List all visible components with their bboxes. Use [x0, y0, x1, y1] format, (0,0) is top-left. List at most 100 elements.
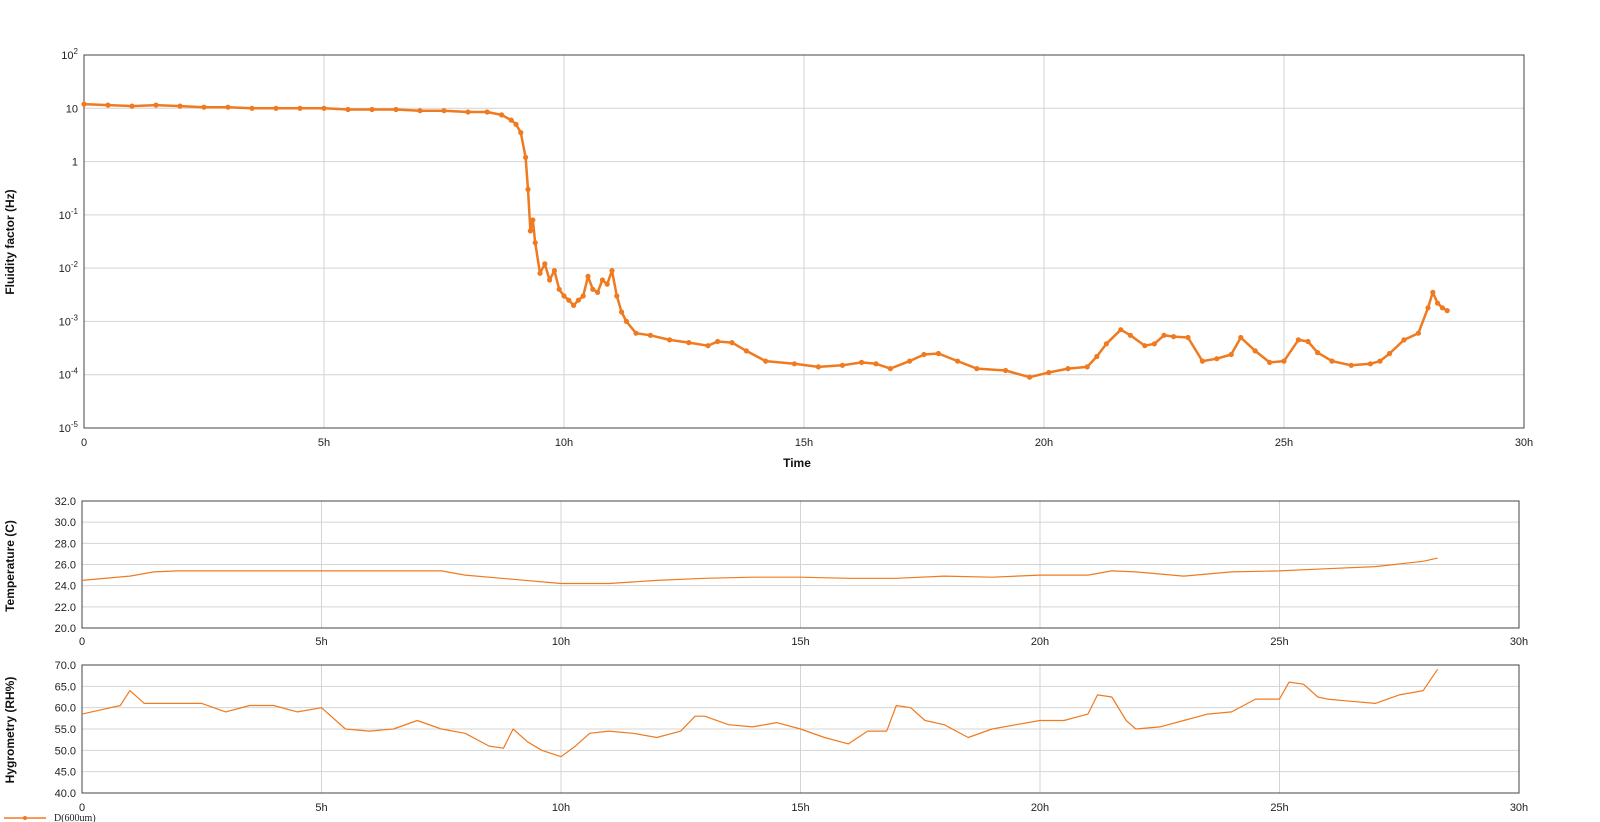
data-point	[1267, 359, 1273, 365]
data-point	[1435, 300, 1441, 306]
data-point	[763, 358, 769, 364]
data-point	[321, 105, 327, 111]
data-point	[590, 286, 596, 292]
data-point	[542, 261, 548, 267]
y-tick-label: 20.0	[55, 623, 76, 635]
x-tick-label: 20h	[1035, 437, 1053, 449]
data-point	[177, 103, 183, 109]
data-point	[129, 103, 135, 109]
data-point	[551, 268, 558, 274]
data-point	[1329, 358, 1335, 364]
data-point	[547, 277, 553, 283]
x-tick-label: 25h	[1275, 437, 1293, 449]
x-tick-label: 30h	[1515, 437, 1533, 449]
data-point	[599, 277, 606, 283]
data-point	[1295, 337, 1301, 343]
data-point	[815, 364, 822, 370]
data-point	[417, 108, 423, 114]
data-point	[604, 281, 610, 287]
fluidity-y-ticks: 102 10 1 10-1 10-2 10-3 10-4 10-5	[59, 47, 79, 435]
temperature-panel: 32.0 30.0 28.0 26.0 24.0 22.0 20.0 0 5h 10h 15h 20…	[3, 496, 1528, 648]
data-point	[907, 358, 913, 364]
data-point	[556, 286, 562, 292]
data-point	[525, 186, 531, 192]
data-point	[530, 217, 536, 223]
hygrometry-series	[81, 668, 1439, 758]
data-point	[1228, 351, 1234, 358]
data-point	[1127, 332, 1133, 338]
data-point	[1027, 374, 1033, 380]
data-point	[1401, 337, 1407, 343]
x-tick-label: 20h	[1031, 636, 1049, 648]
x-tick-label: 30h	[1510, 636, 1528, 648]
x-tick-label: 30h	[1510, 802, 1528, 814]
data-point	[105, 102, 111, 108]
fluidity-plot-frame	[83, 54, 1525, 429]
data-point	[1315, 350, 1321, 356]
y-tick-label: 10-5	[59, 420, 79, 435]
data-point	[686, 340, 692, 346]
x-tick-label: 5h	[315, 636, 327, 648]
legend-label: D(600um)	[54, 813, 96, 822]
data-point	[955, 358, 961, 364]
data-point	[1046, 369, 1052, 376]
y-tick-label: 60.0	[55, 703, 76, 715]
y-tick-label: 55.0	[55, 724, 76, 736]
data-point	[1387, 350, 1393, 357]
x-tick-label: 10h	[555, 437, 573, 449]
data-point	[1118, 327, 1124, 333]
data-point	[1415, 330, 1421, 336]
data-point	[935, 350, 942, 357]
data-point	[974, 366, 980, 372]
data-point	[571, 302, 577, 308]
x-tick-label: 15h	[791, 636, 809, 648]
data-point	[508, 117, 514, 123]
data-point	[513, 121, 519, 127]
data-point	[532, 240, 538, 246]
data-point	[873, 361, 879, 367]
data-point	[1367, 361, 1373, 367]
data-point	[523, 154, 529, 160]
data-point	[1003, 367, 1009, 374]
fluidity-grid	[84, 55, 1524, 428]
data-point	[580, 293, 586, 299]
y-tick-label: 45.0	[55, 767, 76, 779]
data-point	[153, 102, 159, 108]
y-tick-label: 10-2	[59, 260, 79, 275]
x-tick-label: 5h	[315, 802, 327, 814]
data-point	[1103, 341, 1109, 347]
legend-marker-swatch	[23, 816, 27, 820]
y-tick-label: 24.0	[55, 581, 76, 593]
data-point	[465, 109, 471, 115]
data-point	[566, 297, 572, 303]
temperature-plot-frame	[81, 500, 1520, 629]
y-tick-label: 30.0	[55, 517, 76, 529]
data-point	[561, 293, 567, 299]
data-point	[1252, 348, 1258, 354]
data-point	[1377, 358, 1383, 364]
data-point	[499, 112, 505, 118]
data-point	[623, 318, 630, 324]
data-point	[667, 337, 673, 343]
data-point	[729, 340, 735, 346]
data-point	[743, 348, 750, 354]
data-point	[81, 101, 87, 107]
fluidity-panel: 102 10 1 10-1 10-2 10-3 10-4 10-5 0 5h 10h 15h 20h 2…	[3, 47, 1533, 470]
y-tick-label: 65.0	[55, 681, 76, 693]
y-tick-label: 10-1	[59, 207, 79, 222]
x-tick-label: 10h	[552, 802, 570, 814]
hygrometry-y-axis-label: Hygrometry (RH%)	[3, 677, 17, 784]
data-point	[614, 293, 620, 299]
data-point	[1065, 366, 1071, 372]
data-point	[1171, 334, 1177, 340]
data-point	[585, 273, 591, 279]
data-point	[201, 104, 207, 110]
y-tick-label: 102	[61, 47, 78, 62]
x-tick-label: 15h	[791, 802, 809, 814]
x-tick-label: 20h	[1031, 802, 1049, 814]
data-point	[887, 366, 894, 372]
data-point	[1305, 338, 1311, 345]
data-point	[1444, 308, 1450, 314]
data-point	[575, 297, 582, 303]
data-point	[647, 332, 654, 338]
